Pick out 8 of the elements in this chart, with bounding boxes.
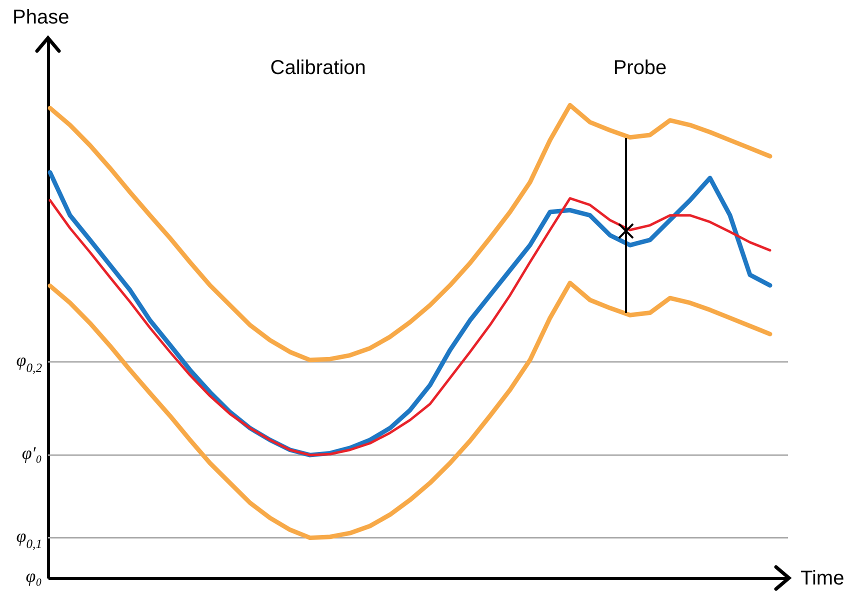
ref-line-label: φ₀ — [26, 566, 42, 586]
y-axis-title: Phase — [12, 6, 70, 28]
ref-line-label: φ′₀ — [22, 443, 42, 464]
ref-line-label: φ$_{0,1}$ — [16, 526, 42, 551]
x-axis-title: Time — [800, 568, 844, 590]
text: Calibration — [270, 57, 366, 80]
ref-line-label: φ$_{0,2}$ — [16, 350, 43, 375]
text: Probe — [613, 57, 667, 80]
